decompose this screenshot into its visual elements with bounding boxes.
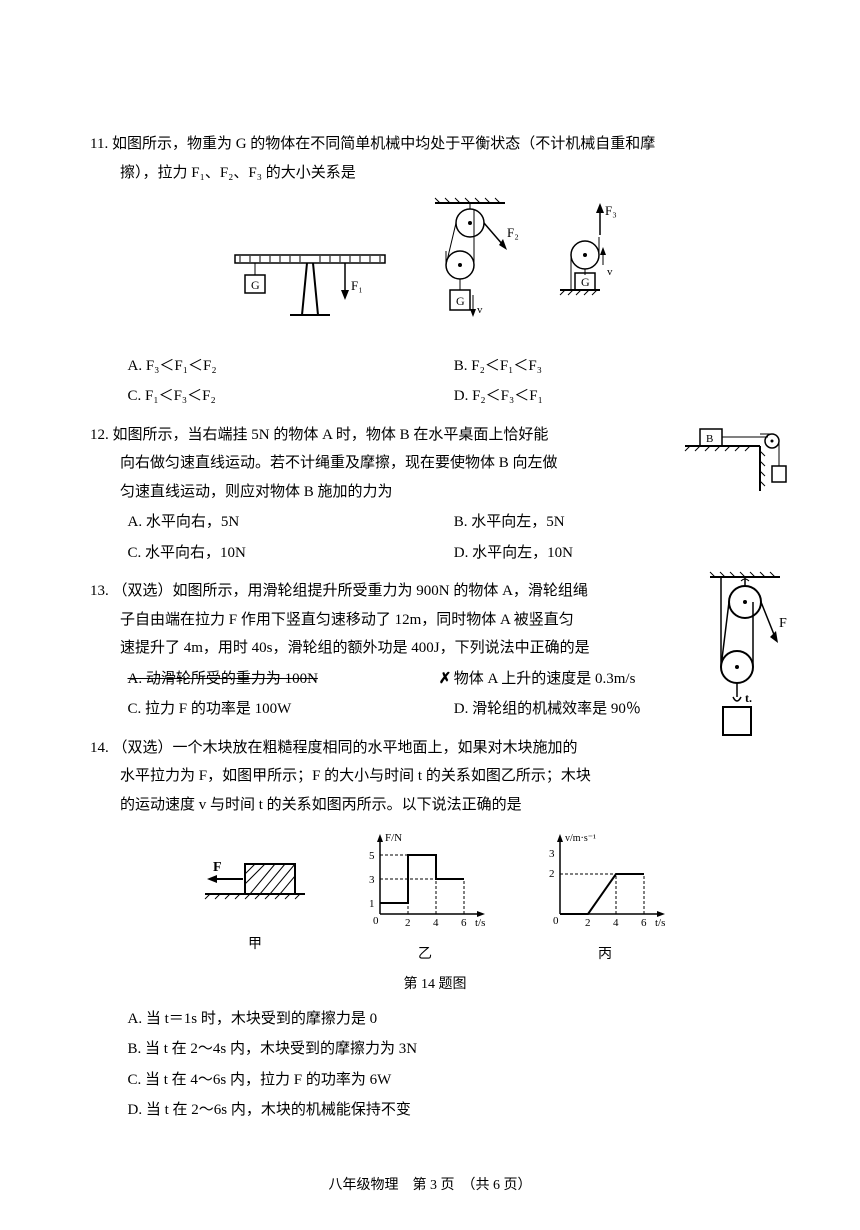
question-11: 11. 如图所示，物重为 G 的物体在不同简单机械中均处于平衡状态（不计机械自重…: [90, 130, 780, 411]
svg-text:2: 2: [585, 917, 591, 929]
svg-text:G: G: [581, 275, 590, 289]
q14-fig-jia: F 甲: [195, 829, 315, 968]
svg-text:v: v: [607, 266, 613, 278]
question-12: B 12. 如图所示，当右端挂 5N 的物体 A 时，物体 B 在水平桌面上恰好…: [90, 421, 780, 568]
q11-optB: B. F₂＜F₁＜F₃: [454, 352, 780, 381]
q12-line1: 12. 如图所示，当右端挂 5N 的物体 A 时，物体 B 在水平桌面上恰好能: [90, 421, 780, 450]
q13-line1: 13. （双选）如图所示，用滑轮组提升所受重力为 900N 的物体 A，滑轮组绳: [90, 577, 780, 606]
svg-text:4: 4: [613, 917, 619, 929]
q13-line3: 速提升了 4m，用时 40s，滑轮组的额外功是 400J，下列说法中正确的是: [90, 634, 780, 663]
svg-text:t/s: t/s: [655, 917, 665, 929]
q11-text1: 如图所示，物重为 G 的物体在不同简单机械中均处于平衡状态（不计机械自重和摩: [112, 136, 655, 152]
svg-text:0: 0: [553, 915, 559, 927]
q12-optD: D. 水平向左，10N: [454, 539, 780, 568]
q13-options-row2: C. 拉力 F 的功率是 100W D. 滑轮组的机械效率是 90％: [90, 695, 780, 724]
svg-text:5: 5: [369, 850, 375, 862]
svg-text:6: 6: [461, 917, 467, 929]
svg-text:G: G: [251, 278, 260, 292]
svg-text:v: v: [477, 304, 483, 316]
q14-line3: 的运动速度 v 与时间 t 的关系如图丙所示。以下说法正确的是: [90, 791, 780, 820]
svg-text:0: 0: [373, 915, 379, 927]
q13-num: 13.: [90, 583, 109, 599]
svg-text:F₁: F₁: [351, 278, 363, 293]
q14-label-yi: 乙: [355, 942, 495, 969]
page-footer: 八年级物理 第 3 页 （共 6 页）: [0, 1173, 860, 1200]
svg-text:2: 2: [405, 917, 411, 929]
q14-optD: D. 当 t 在 2～6s 内，木块的机械能保持不变: [128, 1096, 781, 1125]
q12-optA: A. 水平向右，5N: [128, 508, 454, 537]
q14-caption: 第 14 题图: [90, 972, 780, 999]
q11-optC: C. F₁＜F₃＜F₂: [128, 382, 454, 411]
q12-line3: 匀速直线运动，则应对物体 B 施加的力为: [90, 478, 780, 507]
q14-fig-bing: v/m·s⁻¹ t/s 0 2 4 6 2 3 丙: [535, 829, 675, 968]
svg-text:3: 3: [369, 874, 375, 886]
q11-options-row2: C. F₁＜F₃＜F₂ D. F₂＜F₃＜F₁: [90, 382, 780, 411]
svg-text:G: G: [456, 294, 465, 308]
q14-diagrams: F 甲 F/N t/s 0 2 4 6 1 3 5: [90, 829, 780, 968]
q11-num: 11.: [90, 136, 108, 152]
q14-options: A. 当 t＝1s 时，木块受到的摩擦力是 0 B. 当 t 在 2～4s 内，…: [90, 1005, 780, 1125]
q13-text1: （双选）如图所示，用滑轮组提升所受重力为 900N 的物体 A，滑轮组绳: [113, 583, 588, 599]
q12-text1: 如图所示，当右端挂 5N 的物体 A 时，物体 B 在水平桌面上恰好能: [113, 427, 549, 443]
q11-diagram: G F₁: [90, 195, 780, 346]
q13-optA: A. 动滑轮所受的重力为 100N: [128, 665, 454, 694]
svg-text:F: F: [779, 616, 787, 631]
q12-options-row1: A. 水平向右，5N B. 水平向左，5N: [90, 508, 780, 537]
svg-text:3: 3: [549, 848, 555, 860]
question-13: F t. 13. （双选）如图所示，用滑轮组提升所受重力为 900N 的物体 A…: [90, 577, 780, 724]
svg-text:F₃: F₃: [605, 203, 617, 218]
q14-optB: B. 当 t 在 2～4s 内，木块受到的摩擦力为 3N: [128, 1035, 781, 1064]
q11-line2: 擦），拉力 F₁、F₂、F₃ 的大小关系是: [90, 159, 780, 188]
q13-options-row1: A. 动滑轮所受的重力为 100N 物体 A 上升的速度是 0.3m/s: [90, 665, 780, 694]
q12-optB: B. 水平向左，5N: [454, 508, 780, 537]
q14-optA: A. 当 t＝1s 时，木块受到的摩擦力是 0: [128, 1005, 781, 1034]
q14-label-bing: 丙: [535, 942, 675, 969]
q14-fig-yi: F/N t/s 0 2 4 6 1 3 5 乙: [355, 829, 495, 968]
q12-options-row2: C. 水平向右，10N D. 水平向左，10N: [90, 539, 780, 568]
q12-optC: C. 水平向右，10N: [128, 539, 454, 568]
q11-optD: D. F₂＜F₃＜F₁: [454, 382, 780, 411]
q12-num: 12.: [90, 427, 109, 443]
svg-text:2: 2: [549, 868, 555, 880]
q14-optC: C. 当 t 在 4～6s 内，拉力 F 的功率为 6W: [128, 1066, 781, 1095]
svg-text:t.: t.: [745, 691, 752, 705]
svg-text:4: 4: [433, 917, 439, 929]
svg-text:6: 6: [641, 917, 647, 929]
q13-optC: C. 拉力 F 的功率是 100W: [128, 695, 454, 724]
q12-line2: 向右做匀速直线运动。若不计绳重及摩擦，现在要使物体 B 向左做: [90, 449, 780, 478]
q11-options-row1: A. F₃＜F₁＜F₂ B. F₂＜F₁＜F₃: [90, 352, 780, 381]
q11-line1: 11. 如图所示，物重为 G 的物体在不同简单机械中均处于平衡状态（不计机械自重…: [90, 130, 780, 159]
q12-diagram: B: [680, 421, 790, 512]
svg-text:t/s: t/s: [475, 917, 485, 929]
svg-text:v/m·s⁻¹: v/m·s⁻¹: [565, 833, 596, 844]
q13-line2: 子自由端在拉力 F 作用下竖直匀速移动了 12m，同时物体 A 被竖直匀: [90, 606, 780, 635]
svg-text:F₂: F₂: [507, 225, 519, 240]
q14-line2: 水平拉力为 F，如图甲所示；F 的大小与时间 t 的关系如图乙所示；木块: [90, 762, 780, 791]
svg-text:F: F: [213, 860, 222, 875]
q13-optB: 物体 A 上升的速度是 0.3m/s: [454, 665, 780, 694]
q14-line1: 14. （双选）一个木块放在粗糙程度相同的水平地面上，如果对木块施加的: [90, 734, 780, 763]
svg-text:F/N: F/N: [385, 832, 402, 844]
q14-label-jia: 甲: [195, 932, 315, 959]
q14-num: 14.: [90, 740, 109, 756]
q11-optA: A. F₃＜F₁＜F₂: [128, 352, 454, 381]
q14-text1: （双选）一个木块放在粗糙程度相同的水平地面上，如果对木块施加的: [113, 740, 578, 756]
question-14: 14. （双选）一个木块放在粗糙程度相同的水平地面上，如果对木块施加的 水平拉力…: [90, 734, 780, 1125]
svg-text:B: B: [706, 433, 713, 445]
svg-text:1: 1: [369, 898, 375, 910]
